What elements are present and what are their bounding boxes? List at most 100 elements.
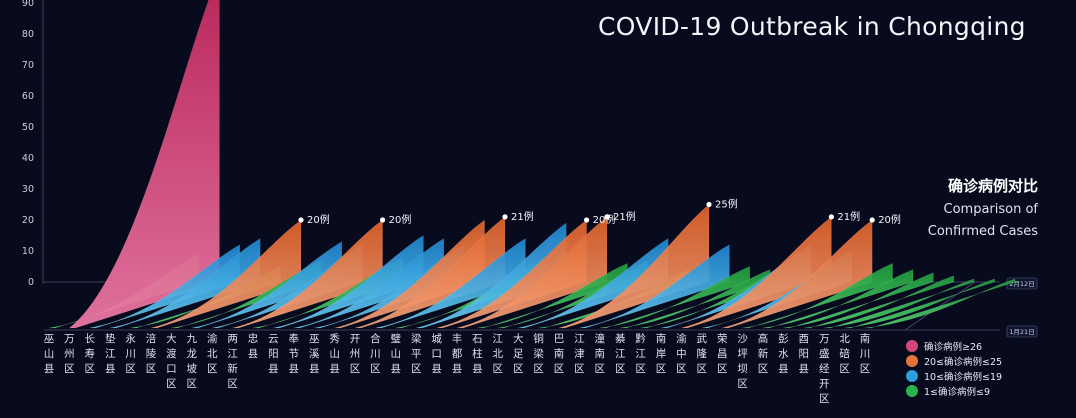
legend-item[interactable]: 10≤确诊病例≤19 xyxy=(906,368,1002,383)
x-tick-char: 江 xyxy=(574,333,585,345)
x-tick-label: 高新区 xyxy=(758,332,769,375)
x-tick-label: 沙坪坝区 xyxy=(737,333,748,390)
x-tick-char: 永 xyxy=(125,332,136,345)
x-tick-char: 区 xyxy=(554,363,565,375)
x-tick-char: 经 xyxy=(819,362,830,375)
x-tick-char: 寿 xyxy=(85,347,96,360)
annotation-label: 21例 xyxy=(511,210,534,223)
x-tick-label: 彭水县 xyxy=(778,332,789,375)
y-tick-label: 50 xyxy=(22,122,34,133)
x-tick-char: 隆 xyxy=(697,347,708,360)
x-tick-label: 酉阳县 xyxy=(799,333,810,375)
x-tick-char: 足 xyxy=(513,348,524,360)
x-tick-char: 新 xyxy=(227,362,238,375)
legend-item[interactable]: 20≤确诊病例≤25 xyxy=(906,353,1002,368)
x-tick-label: 璧山县 xyxy=(391,332,402,375)
x-tick-char: 区 xyxy=(615,363,626,375)
legend-swatch xyxy=(906,354,918,367)
annotation-label: 20例 xyxy=(593,213,616,226)
x-tick-label: 万州区 xyxy=(64,333,75,375)
x-tick-char: 区 xyxy=(533,363,544,375)
x-tick-char: 区 xyxy=(64,363,75,375)
x-tick-char: 区 xyxy=(697,363,708,375)
annotation-label: 20例 xyxy=(389,213,412,226)
x-tick-char: 岸 xyxy=(656,348,667,360)
y-tick-label: 40 xyxy=(22,153,34,164)
x-tick-char: 坡 xyxy=(187,362,198,375)
area-潼南区 xyxy=(599,266,751,329)
x-tick-char: 县 xyxy=(329,363,340,375)
x-tick-char: 区 xyxy=(676,363,687,375)
x-tick-char: 川 xyxy=(125,348,136,360)
x-tick-char: 北 xyxy=(207,348,218,360)
x-tick-char: 柱 xyxy=(472,347,483,360)
x-axis-labels: 巫山县万州区长寿区垫江县永川区涪陵区大渡口区九龙坡区渝北区两江新区忠县云阳县奉节… xyxy=(44,332,871,405)
y-tick-label: 20 xyxy=(22,215,34,226)
x-tick-char: 两 xyxy=(227,333,238,345)
x-tick-char: 沙 xyxy=(737,333,748,345)
x-tick-char: 渡 xyxy=(166,347,177,360)
x-tick-char: 区 xyxy=(635,363,646,375)
y-tick-label: 80 xyxy=(22,29,34,40)
x-tick-label: 巫溪县 xyxy=(309,333,320,375)
x-tick-char: 县 xyxy=(289,363,300,375)
x-tick-char: 区 xyxy=(166,378,177,390)
chart-subtitle-en-line2: Confirmed Cases xyxy=(927,224,1038,239)
x-tick-char: 石 xyxy=(472,333,483,345)
x-tick-char: 区 xyxy=(207,363,218,375)
x-tick-char: 奉 xyxy=(289,332,300,345)
annotation-label: 20例 xyxy=(878,213,901,226)
x-tick-char: 巫 xyxy=(309,333,320,345)
x-tick-char: 昌 xyxy=(717,348,728,360)
x-tick-char: 北 xyxy=(839,333,850,345)
x-tick-char: 北 xyxy=(493,348,504,360)
x-tick-char: 彭 xyxy=(778,332,789,345)
x-tick-label: 黔江区 xyxy=(635,332,646,375)
area-江津区 xyxy=(579,244,730,329)
x-tick-char: 南 xyxy=(860,332,871,345)
area-垫江县 xyxy=(110,238,261,329)
x-tick-char: 津 xyxy=(574,348,585,360)
x-tick-char: 区 xyxy=(737,378,748,390)
chart-title: COVID-19 Outbreak in Chongqing xyxy=(598,12,1026,41)
x-tick-char: 龙 xyxy=(187,347,198,360)
annotation-dot xyxy=(604,214,610,220)
legend-item[interactable]: 确诊病例≥26 xyxy=(906,338,1002,353)
x-tick-label: 秀山县 xyxy=(329,333,340,375)
x-tick-label: 南川区 xyxy=(860,332,871,375)
y-tick-label: 90 xyxy=(22,0,34,9)
x-tick-char: 万 xyxy=(64,333,75,345)
x-tick-char: 口 xyxy=(166,363,177,375)
x-tick-label: 巫山县 xyxy=(44,333,55,375)
legend-label: 1≤确诊病例≤9 xyxy=(924,386,991,398)
area-万盛经开区 xyxy=(824,278,975,329)
legend-item[interactable]: 1≤确诊病例≤9 xyxy=(906,383,1002,398)
x-tick-char: 州 xyxy=(350,348,361,360)
x-tick-char: 秀 xyxy=(329,333,340,345)
x-tick-label: 巴南区 xyxy=(554,333,565,375)
x-tick-char: 节 xyxy=(289,348,300,360)
y-tick-label: 30 xyxy=(22,184,34,195)
legend: 确诊病例≥26 20≤确诊病例≤25 10≤确诊病例≤19 1≤确诊病例≤9 xyxy=(906,338,1002,398)
x-tick-label: 奉节县 xyxy=(289,332,300,375)
x-tick-char: 都 xyxy=(452,348,463,360)
x-tick-char: 江 xyxy=(635,348,646,360)
x-tick-char: 九 xyxy=(187,333,198,345)
area-高新区 xyxy=(762,269,914,329)
x-tick-char: 巴 xyxy=(554,333,565,345)
x-tick-char: 州 xyxy=(64,348,75,360)
x-tick-char: 云 xyxy=(268,333,279,345)
x-tick-char: 县 xyxy=(778,363,789,375)
annotation-dot xyxy=(828,214,835,220)
y-tick-label: 60 xyxy=(22,91,34,102)
annotation-label: 21例 xyxy=(613,210,636,223)
legend-label: 确诊病例≥26 xyxy=(924,341,983,353)
x-tick-char: 溪 xyxy=(309,348,320,360)
x-tick-char: 县 xyxy=(44,363,55,375)
legend-swatch xyxy=(906,384,918,397)
area-万州区 xyxy=(68,0,220,329)
x-tick-char: 荣 xyxy=(717,333,728,345)
x-tick-char: 合 xyxy=(370,332,381,345)
x-tick-char: 阳 xyxy=(799,348,810,360)
